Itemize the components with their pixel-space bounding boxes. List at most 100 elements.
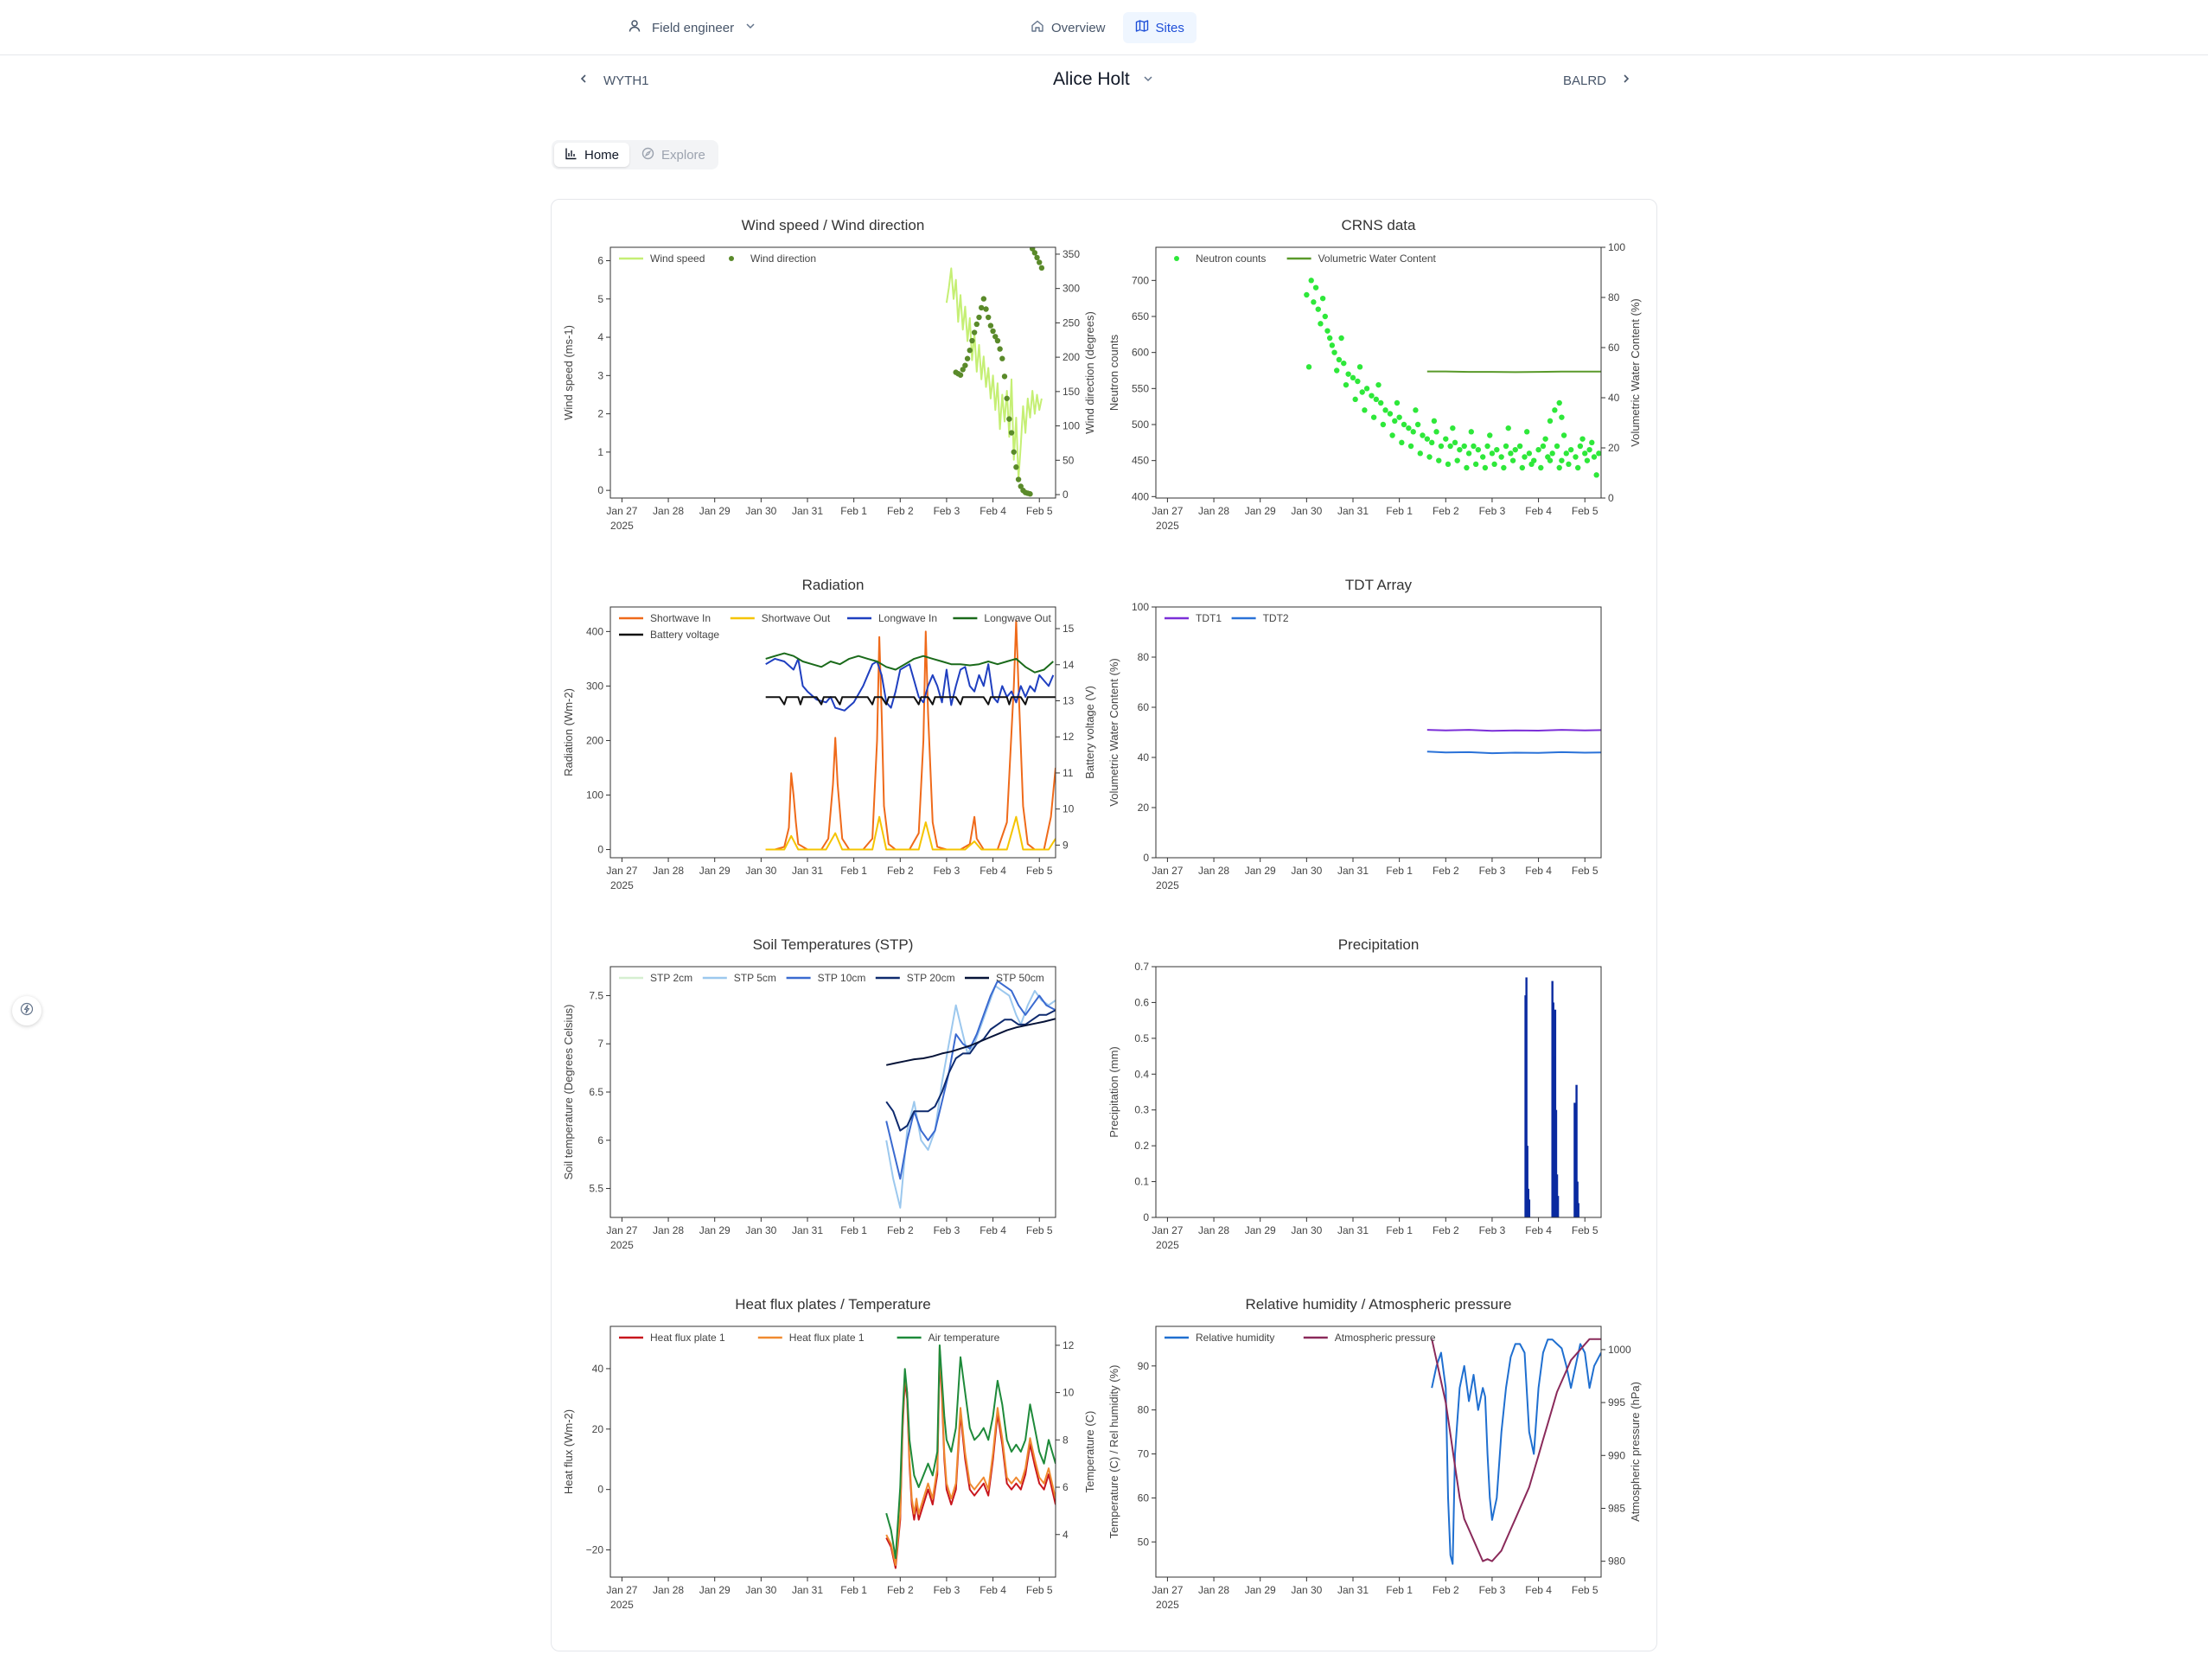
y2-tick-label: 980: [1608, 1555, 1625, 1568]
x-tick-label: Jan 31: [1337, 865, 1369, 877]
series-1-point: [1356, 364, 1363, 370]
x-tick-label: Feb 5: [1572, 1584, 1599, 1596]
series-1-point: [1528, 461, 1535, 468]
x-tick-label: Jan 31: [1337, 1224, 1369, 1236]
series-1-point: [1584, 457, 1591, 463]
series-1-point: [1464, 464, 1470, 471]
y-axis-label: Radiation (Wm-2): [562, 688, 575, 776]
y2-axis-label: Temperature (C): [1083, 1411, 1096, 1493]
x-tick-label: Feb 4: [980, 505, 1006, 517]
y2-tick-label: 60: [1608, 342, 1620, 354]
series-1-point: [1560, 432, 1567, 438]
series-1-point: [1556, 464, 1562, 471]
y2-tick-label: 40: [1608, 392, 1620, 404]
series-1-point: [1547, 418, 1554, 425]
x-tick-label: Feb 5: [1572, 865, 1599, 877]
series-2-point: [1006, 416, 1012, 422]
chart-title: Heat flux plates / Temperature: [735, 1296, 930, 1313]
series-1-point: [1591, 454, 1598, 460]
legend-label: TDT1: [1196, 612, 1222, 624]
series-1-point: [1334, 367, 1340, 374]
series-1-point: [1452, 439, 1458, 446]
role-label: Field engineer: [652, 20, 735, 35]
x-tick-label: Jan 29: [1245, 865, 1276, 877]
x-tick-label: Feb 5: [1026, 505, 1053, 517]
series-1-bar: [1556, 1196, 1560, 1217]
next-site-button[interactable]: BALRD: [1563, 73, 1632, 88]
chart-icon: [565, 147, 578, 163]
series-2-point: [1013, 464, 1019, 470]
legend-label: STP 50cm: [996, 972, 1044, 984]
tab-explore-label: Explore: [661, 147, 705, 163]
x-tick-label: Jan 31: [792, 1224, 823, 1236]
series-1-point: [1582, 450, 1588, 457]
series-1-point: [1355, 378, 1361, 385]
series-1-point: [1567, 446, 1574, 453]
y-tick-label: 450: [1132, 455, 1149, 467]
series-1-point: [1424, 436, 1431, 442]
tab-home[interactable]: Home: [554, 143, 630, 167]
series-2-line: [885, 985, 1056, 1209]
y-axis-label: Heat flux (Wm-2): [562, 1409, 575, 1494]
y-tick-label: 80: [1138, 1404, 1150, 1416]
series-1-point: [1318, 321, 1324, 327]
series-1-point: [1401, 421, 1407, 428]
y-tick-label: 500: [1132, 418, 1149, 431]
series-1-point: [1472, 461, 1479, 468]
y-tick-label: 0.2: [1134, 1140, 1149, 1152]
x-tick-label: Jan 27: [1152, 865, 1183, 877]
plot-frame: [1155, 966, 1602, 1218]
tab-sites[interactable]: Sites: [1122, 12, 1197, 43]
chart-title: TDT Array: [1345, 577, 1413, 593]
x-tick-label: Jan 28: [653, 1224, 684, 1236]
series-1-point: [1305, 364, 1312, 370]
series-2-point: [1034, 254, 1040, 261]
compass-icon: [641, 147, 654, 163]
tab-overview[interactable]: Overview: [1018, 12, 1118, 43]
series-1-point: [1331, 349, 1337, 355]
chart-title: Relative humidity / Atmospheric pressure: [1245, 1296, 1511, 1313]
plot-area: [885, 980, 1056, 1209]
y-tick-label: 0: [1143, 1211, 1149, 1223]
series-1-point: [1494, 446, 1500, 453]
plot-frame: [609, 1325, 1056, 1578]
y-tick-label: 100: [586, 789, 603, 802]
role-selector[interactable]: Field engineer: [628, 14, 756, 42]
x-tick-label: Feb 5: [1026, 865, 1053, 877]
plot-area: [765, 619, 1056, 851]
x-tick-label: Feb 4: [980, 1584, 1006, 1596]
y2-tick-label: 9: [1063, 839, 1069, 851]
user-icon: [628, 19, 641, 36]
tab-explore[interactable]: Explore: [631, 143, 716, 167]
x-tick-label: Jan 27: [606, 1584, 637, 1596]
legend-label: Longwave In: [878, 612, 937, 624]
series-1-point: [1341, 360, 1347, 367]
site-selector[interactable]: Alice Holt: [1053, 69, 1154, 90]
x-tick-label: Jan 29: [1245, 1224, 1276, 1236]
series-2-point: [994, 337, 1001, 344]
x-tick-label: Feb 2: [887, 1224, 914, 1236]
plot-frame: [609, 246, 1056, 499]
series-1-point: [1468, 429, 1474, 435]
series-1-point: [1407, 443, 1414, 450]
x-tick-label: Feb 5: [1026, 1584, 1053, 1596]
series-2-point: [976, 314, 982, 321]
top-nav-bar: Field engineer Overview Sites: [0, 0, 2208, 55]
plot-frame: [1155, 606, 1602, 859]
series-1-point: [1359, 389, 1365, 395]
previous-site-button[interactable]: WYTH1: [578, 73, 649, 88]
series-1-point: [1480, 454, 1486, 460]
legend-label: STP 20cm: [907, 972, 955, 984]
tab-sites-label: Sites: [1155, 20, 1184, 35]
series-2-point: [1004, 395, 1010, 401]
x-year-label: 2025: [610, 520, 634, 532]
quick-action-button[interactable]: [12, 996, 41, 1025]
y-tick-label: 0.5: [1134, 1032, 1149, 1044]
series-1-point: [1417, 450, 1423, 457]
series-1-point: [1338, 335, 1344, 342]
x-tick-label: Jan 30: [745, 1224, 776, 1236]
x-tick-label: Feb 5: [1572, 1224, 1599, 1236]
x-year-label: 2025: [610, 879, 634, 891]
series-1-point: [1489, 450, 1496, 457]
y-tick-label: 1: [597, 446, 603, 458]
